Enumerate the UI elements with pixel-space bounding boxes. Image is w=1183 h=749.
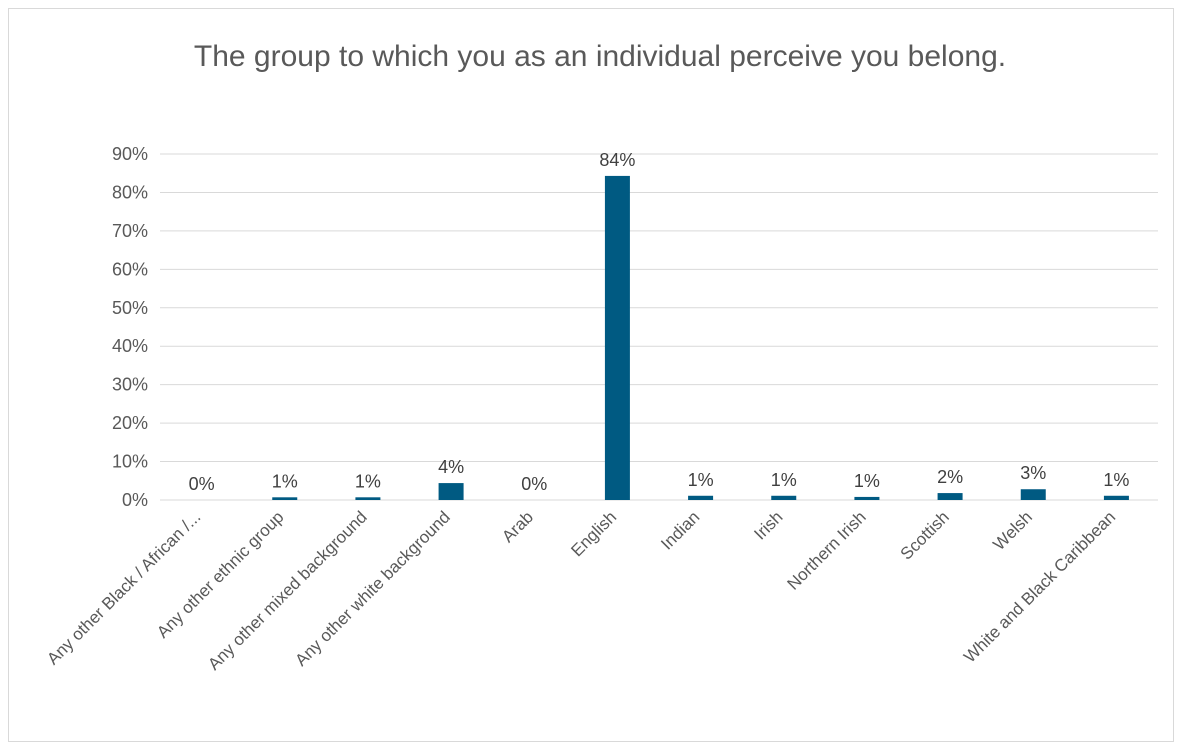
y-tick-label: 80% <box>112 182 148 202</box>
x-tick-label: Scottish <box>897 507 953 563</box>
y-tick-label: 30% <box>112 375 148 395</box>
bar <box>937 493 963 500</box>
x-tick-label: White and Black Caribbean <box>960 507 1119 666</box>
bar <box>438 483 464 500</box>
data-label: 1% <box>771 470 797 490</box>
data-label: 1% <box>272 471 298 491</box>
x-tick-label: Any other Black / African /... <box>43 507 204 668</box>
data-label: 1% <box>854 471 880 491</box>
data-label: 3% <box>1020 463 1046 483</box>
x-tick-label: English <box>567 507 620 560</box>
data-label: 84% <box>599 150 635 170</box>
x-tick-label: Irish <box>750 507 786 543</box>
bar <box>272 497 298 500</box>
x-tick-label: Northern Irish <box>783 507 869 593</box>
data-label: 1% <box>1103 470 1129 490</box>
data-label: 1% <box>688 470 714 490</box>
y-tick-label: 60% <box>112 259 148 279</box>
y-tick-label: 20% <box>112 413 148 433</box>
bar <box>1103 495 1129 500</box>
bar <box>355 497 381 500</box>
x-tick-label: Arab <box>498 507 537 546</box>
bar <box>1020 489 1046 500</box>
y-tick-label: 40% <box>112 336 148 356</box>
y-tick-label: 90% <box>112 144 148 164</box>
data-label: 1% <box>355 471 381 491</box>
bar <box>854 496 880 500</box>
y-tick-label: 70% <box>112 221 148 241</box>
y-tick-label: 50% <box>112 298 148 318</box>
x-tick-label: Any other white background <box>291 507 453 669</box>
x-tick-label: Any other mixed background <box>204 507 370 673</box>
x-tick-label: Indian <box>657 507 703 553</box>
bar <box>688 495 714 500</box>
data-label: 0% <box>189 474 215 494</box>
chart-title: The group to which you as an individual … <box>193 40 1007 73</box>
y-tick-label: 10% <box>112 452 148 472</box>
x-tick-label: Welsh <box>989 507 1036 554</box>
data-label: 4% <box>438 457 464 477</box>
data-label: 2% <box>937 467 963 487</box>
y-tick-label: 0% <box>122 490 148 510</box>
data-label: 0% <box>521 474 547 494</box>
chart-frame <box>8 8 1174 742</box>
bar <box>771 495 797 500</box>
bar <box>604 175 630 500</box>
